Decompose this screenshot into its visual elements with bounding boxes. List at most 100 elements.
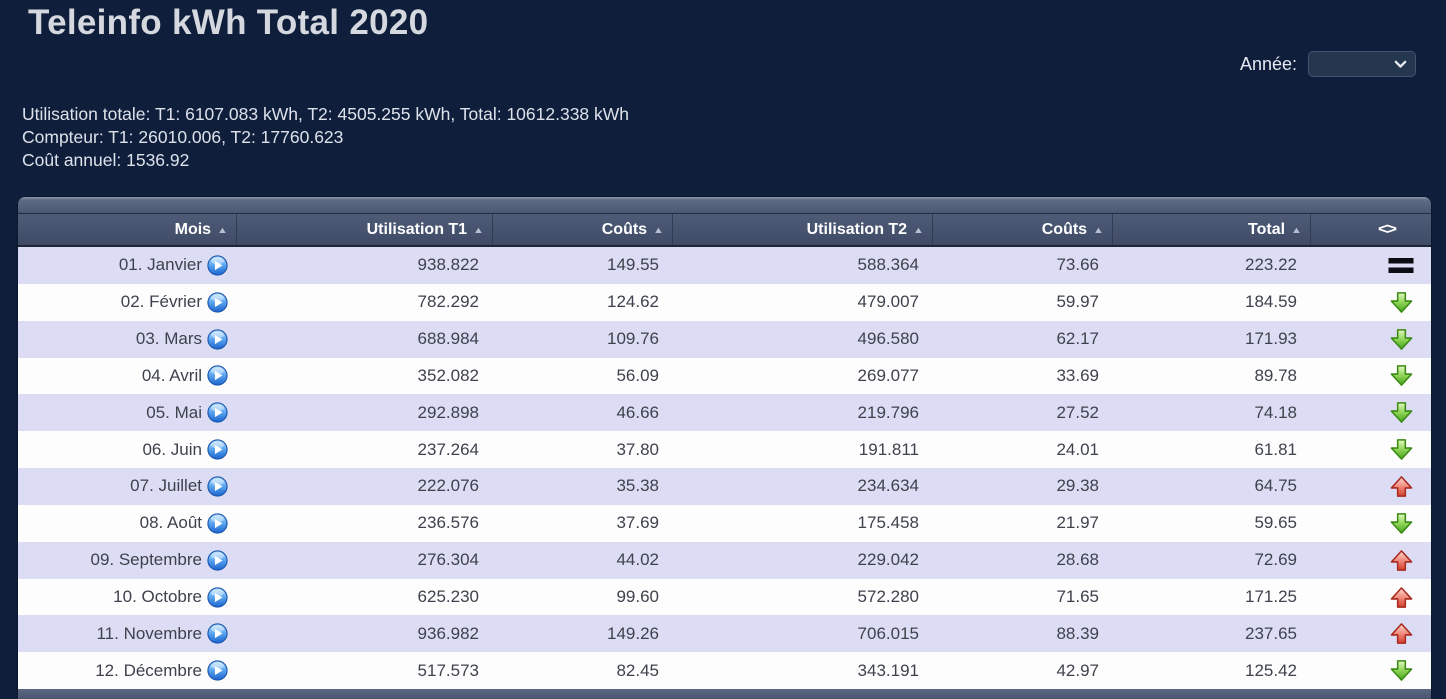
table-row: 06. Juin 237.264 37.80 191.811 24.01 61.81	[18, 431, 1431, 469]
play-icon[interactable]	[207, 328, 228, 350]
month-cell: 12. Décembre	[18, 652, 236, 689]
usage-t2-cell: 219.796	[857, 402, 919, 422]
sort-asc-icon: ▲	[216, 224, 229, 235]
trend-cell	[1310, 284, 1431, 321]
play-icon[interactable]	[207, 623, 228, 644]
play-icon[interactable]	[207, 439, 228, 460]
month-label: 12. Décembre	[95, 660, 202, 680]
table-row: 02. Février 782.292 124.62 479.007 59.97 184.…	[18, 283, 1431, 321]
trend-down-icon	[1389, 659, 1414, 682]
cost-t2-cell: 73.66	[1056, 255, 1099, 275]
cost-t1-cell: 82.45	[616, 660, 659, 680]
total-cell: 237.65	[1245, 623, 1297, 643]
trend-down-icon	[1389, 401, 1414, 424]
column-label: Utilisation T2	[806, 220, 908, 238]
total-cell: 64.75	[1254, 476, 1297, 496]
cost-t1-cell: 35.38	[616, 476, 659, 496]
column-header-total[interactable]: Total ▲	[1112, 214, 1310, 245]
sort-asc-icon: ▲	[912, 224, 925, 235]
column-header-couts-t1[interactable]: Coûts ▲	[492, 214, 672, 245]
table-body: 01. Janvier 938.822 149.55 588.364 73.66 223.…	[18, 247, 1431, 690]
column-header-couts-t2[interactable]: Coûts ▲	[932, 214, 1112, 245]
cost-t2-cell: 88.39	[1056, 623, 1099, 643]
usage-t1-cell: 236.576	[417, 513, 479, 533]
month-cell: 11. Novembre	[18, 615, 236, 652]
trend-cell	[1310, 247, 1431, 284]
total-cell: 74.18	[1254, 402, 1297, 422]
usage-t2-cell: 191.811	[858, 439, 919, 459]
column-label: Coûts	[1041, 220, 1088, 238]
month-cell: 03. Mars	[18, 321, 236, 358]
month-label: 05. Mai	[146, 402, 202, 422]
table-row: 10. Octobre 625.230 99.60 572.280 71.65 171.2…	[18, 578, 1431, 616]
column-label: Coûts	[601, 220, 648, 238]
usage-t1-cell: 938.822	[417, 255, 479, 275]
usage-t1-cell: 276.304	[417, 550, 479, 570]
month-label: 01. Janvier	[118, 255, 202, 275]
summary-usage-total: Utilisation totale: T1: 6107.083 kWh, T2…	[22, 104, 630, 124]
usage-t1-cell: 782.292	[417, 292, 479, 312]
cost-t1-cell: 37.69	[616, 513, 659, 533]
month-cell: 01. Janvier	[18, 247, 236, 284]
total-cell: 61.81	[1254, 439, 1297, 459]
trend-cell	[1310, 431, 1431, 468]
trend-cell	[1310, 579, 1431, 616]
trend-cell	[1310, 652, 1431, 689]
total-cell: 89.78	[1254, 365, 1297, 385]
play-icon[interactable]	[207, 586, 228, 608]
table-header: Mois ▲ Utilisation T1 ▲ Coûts ▲ Utilisat…	[18, 214, 1431, 247]
year-select[interactable]	[1308, 51, 1416, 77]
table-row: 04. Avril 352.082 56.09 269.077 33.69 89.78	[18, 357, 1431, 395]
trend-down-icon	[1389, 438, 1414, 461]
column-header-utilisation-t2[interactable]: Utilisation T2 ▲	[672, 214, 932, 245]
table-row: 11. Novembre 936.982 149.26 706.015 88.39 237…	[18, 615, 1431, 653]
total-cell: 171.25	[1245, 587, 1297, 607]
column-label: Utilisation T1	[366, 220, 468, 238]
trend-equal-icon	[1388, 257, 1414, 274]
table-row: 01. Janvier 938.822 149.55 588.364 73.66 223.…	[18, 247, 1431, 284]
cost-t2-cell: 27.52	[1056, 402, 1099, 422]
usage-t1-cell: 222.076	[417, 476, 479, 496]
usage-t2-cell: 572.280	[857, 587, 919, 607]
table-row: 08. Août 236.576 37.69 175.458 21.97 59.65	[18, 504, 1431, 542]
cost-t1-cell: 44.02	[616, 550, 659, 570]
usage-t2-cell: 175.458	[857, 513, 919, 533]
table-row: 07. Juillet 222.076 35.38 234.634 29.38 64.75	[18, 468, 1431, 505]
column-header-mois[interactable]: Mois ▲	[18, 214, 236, 245]
play-icon[interactable]	[207, 402, 228, 423]
month-label: 04. Avril	[141, 365, 202, 385]
play-icon[interactable]	[207, 513, 228, 534]
total-cell: 125.42	[1245, 660, 1297, 680]
play-icon[interactable]	[207, 660, 228, 681]
play-icon[interactable]	[207, 550, 228, 571]
table-row: 05. Mai 292.898 46.66 219.796 27.52 74.18	[18, 394, 1431, 432]
month-label: 07. Juillet	[130, 476, 202, 496]
usage-t1-cell: 237.264	[417, 439, 479, 459]
play-icon[interactable]	[207, 365, 228, 387]
trend-cell	[1310, 358, 1431, 395]
total-cell: 184.59	[1245, 292, 1297, 312]
usage-t2-cell: 496.580	[857, 329, 919, 349]
sort-asc-icon: ▲	[1290, 224, 1303, 235]
diff-icon: <>	[1377, 220, 1397, 238]
play-icon[interactable]	[207, 476, 228, 497]
column-header-utilisation-t1[interactable]: Utilisation T1 ▲	[236, 214, 492, 245]
trend-cell	[1310, 615, 1431, 652]
column-label: Total	[1248, 220, 1286, 238]
play-icon[interactable]	[207, 255, 228, 276]
month-label: 09. Septembre	[90, 550, 202, 570]
usage-t2-cell: 343.191	[857, 660, 919, 680]
cost-t2-cell: 62.17	[1056, 329, 1099, 349]
trend-down-icon	[1389, 512, 1414, 535]
cost-t1-cell: 124.62	[607, 292, 659, 312]
play-icon[interactable]	[207, 292, 228, 313]
usage-t2-cell: 588.364	[857, 255, 919, 275]
trend-cell	[1310, 505, 1431, 542]
sort-asc-icon: ▲	[1092, 224, 1105, 235]
table-row: 03. Mars 688.984 109.76 496.580 62.17 171.93	[18, 320, 1431, 358]
usage-t1-cell: 352.082	[417, 365, 479, 385]
usage-t2-cell: 234.634	[857, 476, 919, 496]
year-picker: Année:	[1240, 51, 1416, 77]
cost-t1-cell: 109.76	[607, 329, 659, 349]
month-label: 03. Mars	[135, 329, 202, 349]
